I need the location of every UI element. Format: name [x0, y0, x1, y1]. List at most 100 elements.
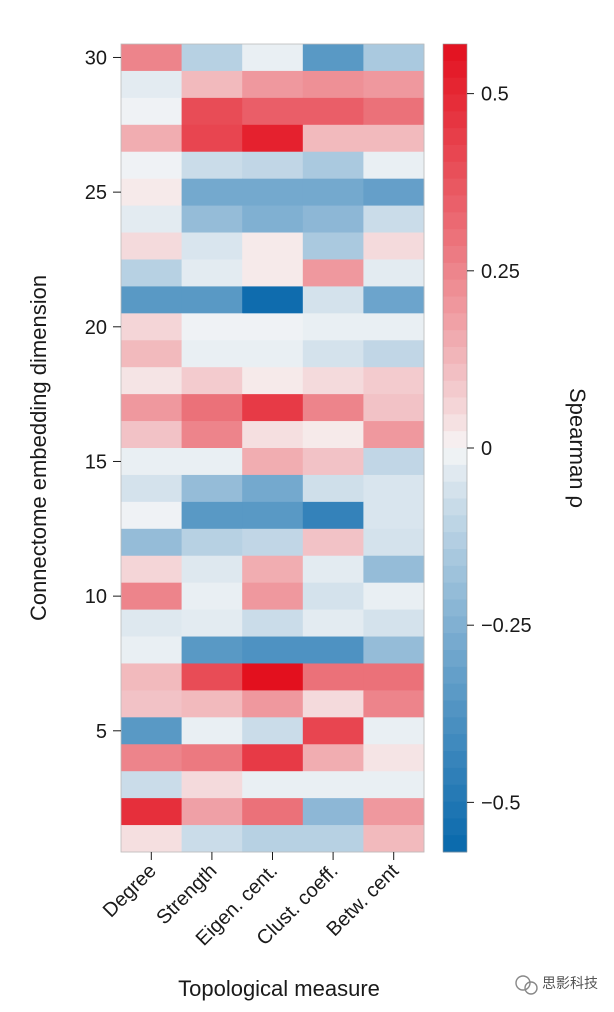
heatmap-cell: [242, 286, 304, 314]
heatmap-cell: [181, 798, 243, 826]
heatmap-cell: [121, 501, 182, 530]
heatmap-cell: [121, 97, 182, 126]
heatmap-cell: [121, 70, 182, 99]
heatmap-cell: [302, 259, 364, 287]
colorbar-step: [443, 262, 467, 281]
heatmap-cell: [181, 582, 243, 610]
heatmap-cell: [242, 744, 304, 772]
heatmap-cell: [121, 340, 182, 368]
heatmap-cell: [363, 340, 425, 368]
heatmap-cell: [121, 744, 182, 772]
heatmap-cell: [302, 313, 364, 341]
colorbar-step: [443, 801, 467, 819]
heatmap-cell: [363, 394, 425, 422]
heatmap-cell: [363, 798, 425, 826]
heatmap-cell: [363, 528, 425, 557]
heatmap-cell: [181, 367, 243, 395]
heatmap-cell: [181, 825, 243, 853]
heatmap-cell: [242, 205, 304, 233]
heatmap-cell: [363, 124, 425, 153]
heatmap-cell: [242, 394, 304, 422]
heatmap-cell: [121, 663, 182, 691]
heatmap-cell: [302, 178, 364, 206]
heatmap-cell: [363, 582, 425, 610]
colorbar-step: [443, 44, 467, 62]
watermark-text: 思影科技: [542, 976, 598, 992]
heatmap-cell: [181, 609, 243, 637]
colorbar-step: [443, 751, 467, 769]
heatmap-cell: [302, 528, 364, 557]
colorbar-step: [443, 767, 467, 786]
heatmap-cell: [181, 474, 243, 503]
colorbar-step: [443, 633, 467, 651]
heatmap-cell: [121, 313, 182, 341]
heatmap-cell: [121, 582, 182, 610]
heatmap-cell: [302, 448, 364, 476]
heatmap-cell: [242, 448, 304, 476]
colorbar-step: [443, 448, 467, 466]
heatmap-cell: [121, 124, 182, 153]
heatmap-cell: [242, 313, 304, 341]
heatmap-cell: [181, 44, 243, 72]
colorbar-step: [443, 229, 467, 247]
heatmap-cell: [242, 124, 304, 153]
heatmap-cell: [181, 70, 243, 99]
colorbar-step: [443, 599, 467, 617]
heatmap-cell: [363, 663, 425, 691]
heatmap-cell: [363, 825, 425, 853]
y-tick-label: 5: [96, 721, 107, 743]
heatmap-cell: [242, 178, 304, 206]
heatmap-cell: [121, 474, 182, 503]
heatmap-cell: [302, 798, 364, 826]
colorbar-step: [443, 363, 467, 382]
heatmap-cell: [181, 448, 243, 476]
heatmap-cell: [242, 528, 304, 557]
colorbar-step: [443, 532, 467, 550]
heatmap-cell: [363, 367, 425, 395]
colorbar-step: [443, 246, 467, 264]
colorbar-step: [443, 77, 467, 95]
heatmap-cell: [242, 609, 304, 637]
heatmap-cell: [181, 151, 243, 180]
colorbar: 0.5 0.25 0 −0.25 −0.5: [442, 43, 532, 853]
heatmap-cell: [181, 259, 243, 287]
heatmap-cell: [121, 421, 182, 449]
heatmap-cell: [121, 771, 182, 799]
heatmap-cell: [363, 205, 425, 233]
colorbar-step: [443, 835, 467, 853]
colorbar-step: [443, 734, 467, 752]
heatmap-cell: [121, 178, 182, 206]
colorbar-step: [443, 313, 467, 331]
colorbar-step: [443, 565, 467, 584]
heatmap-cell: [181, 286, 243, 314]
heatmap-cell: [363, 151, 425, 180]
colorbar-step: [443, 616, 467, 634]
heatmap-cell: [302, 744, 364, 772]
y-tick-label: 25: [85, 182, 107, 204]
heatmap-cell: [302, 825, 364, 853]
heatmap-cell: [302, 44, 364, 72]
heatmap-cell: [242, 151, 304, 180]
y-tick-label: 10: [85, 586, 107, 608]
heatmap-cell: [363, 501, 425, 530]
heatmap-cell: [302, 124, 364, 153]
heatmap-cell: [121, 690, 182, 718]
heatmap-cell: [242, 771, 304, 799]
heatmap-cell: [242, 70, 304, 99]
heatmap-cell: [363, 259, 425, 287]
colorbar-step: [443, 161, 467, 180]
colorbar-step: [443, 414, 467, 432]
heatmap-cell: [363, 178, 425, 206]
watermark: 思影科技: [515, 975, 598, 995]
heatmap-cell: [242, 232, 304, 260]
heatmap-cell: [181, 340, 243, 368]
heatmap-cell: [121, 825, 182, 853]
heatmap-cell: [181, 97, 243, 126]
colorbar-step: [443, 717, 467, 735]
heatmap-cell: [302, 205, 364, 233]
heatmap-cell: [121, 717, 182, 745]
heatmap-cell: [363, 421, 425, 449]
heatmap-cell: [302, 609, 364, 637]
heatmap-cell: [181, 421, 243, 449]
